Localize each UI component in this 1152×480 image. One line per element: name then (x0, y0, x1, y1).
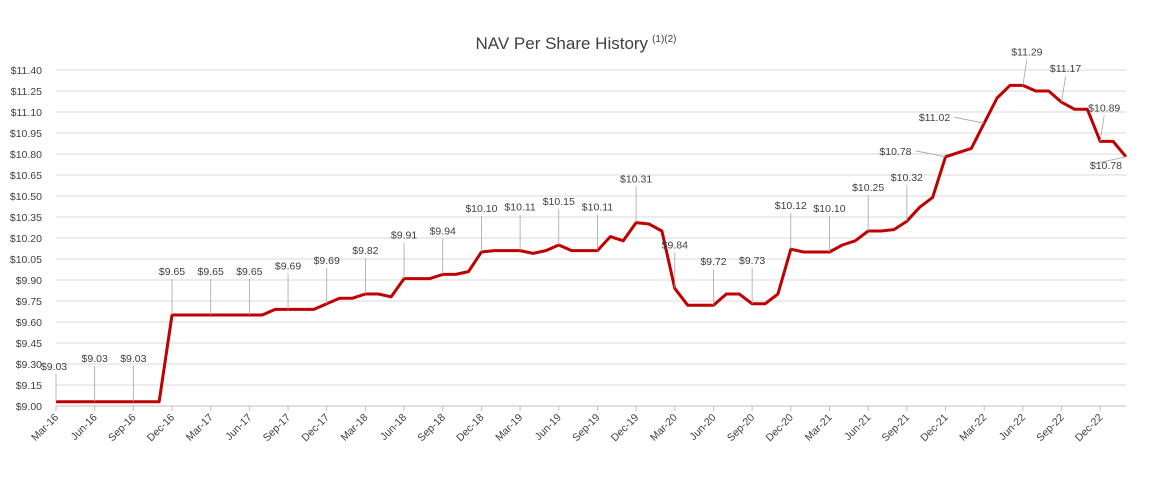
data-label: $9.72 (700, 256, 726, 268)
y-tick-label: $9.60 (16, 317, 42, 329)
x-tick-label: Sep-18 (415, 412, 448, 445)
nav-series-line (56, 83, 1128, 404)
chart-title-superscript: (1)(2) (652, 34, 676, 45)
data-label-leader (1099, 115, 1105, 142)
x-tick-label: Jun-21 (842, 412, 873, 443)
data-label: $10.12 (775, 200, 807, 212)
x-tick-label: Sep-17 (261, 412, 294, 445)
y-tick-label: $10.95 (10, 128, 42, 140)
x-tick-label: Dec-18 (454, 412, 487, 445)
data-label: $9.91 (391, 230, 417, 242)
x-tick-label: Dec-22 (1073, 412, 1106, 445)
data-label: $10.11 (504, 202, 535, 214)
y-tick-label: $9.45 (16, 338, 42, 350)
x-tick-label: Dec-16 (145, 412, 178, 445)
x-tick-label: Jun-20 (687, 412, 718, 443)
data-label-layer: $9.03 $9.03 $9.03 $9.65 $9.65 $9.65 $9.69 $9.69… (41, 46, 1127, 402)
x-tick-label: Sep-22 (1034, 412, 1067, 445)
chart-title: NAV Per Share History (1)(2) (475, 34, 676, 53)
data-label: $10.78 (1090, 160, 1122, 172)
x-tick-label: Dec-20 (764, 412, 797, 445)
data-label: $11.17 (1050, 63, 1081, 75)
data-label: $10.78 (879, 146, 911, 158)
y-tick-label: $10.35 (10, 212, 42, 224)
data-label: $9.69 (275, 260, 301, 272)
data-label: $10.11 (582, 202, 613, 214)
series-layer (56, 83, 1128, 404)
data-label: $11.02 (919, 112, 950, 124)
y-tick-label: $9.30 (16, 359, 42, 371)
x-tick-label: Jun-16 (69, 412, 100, 443)
x-tick-label: Jun-18 (378, 412, 409, 443)
data-label: $9.65 (198, 266, 224, 278)
data-label-leader (1022, 59, 1028, 86)
data-label: $10.10 (465, 203, 497, 215)
x-axis: Mar-16 Jun-16 Sep-16 Dec-16 Mar-17 Jun-17 Sep-… (29, 406, 1105, 444)
data-label: $9.82 (352, 245, 378, 257)
x-tick-label: Jun-22 (997, 412, 1028, 443)
y-tick-label: $11.25 (11, 86, 42, 98)
data-label: $9.03 (120, 353, 146, 365)
y-tick-label: $10.65 (10, 170, 42, 182)
data-label: $9.65 (236, 266, 262, 278)
data-label: $9.84 (662, 239, 688, 251)
data-label: $9.73 (739, 255, 765, 267)
data-label: $10.31 (620, 174, 652, 186)
data-label: $9.65 (159, 266, 185, 278)
y-tick-label: $9.75 (16, 296, 42, 308)
data-label-leader (1061, 76, 1066, 103)
x-tick-label: Mar-22 (957, 412, 989, 444)
data-label: $11.29 (1011, 46, 1042, 58)
data-label: $9.03 (41, 361, 67, 373)
y-tick-label: $10.50 (10, 191, 42, 203)
y-tick-label: $10.80 (10, 149, 42, 161)
data-label: $9.69 (314, 255, 340, 267)
data-label-leader (915, 150, 946, 158)
x-tick-label: Sep-21 (880, 412, 913, 445)
x-tick-label: Jun-19 (533, 412, 564, 443)
data-label: $10.89 (1088, 102, 1120, 114)
chart-title-text: NAV Per Share History (475, 34, 648, 53)
y-tick-label: $9.90 (16, 275, 42, 287)
x-tick-label: Dec-17 (299, 412, 332, 445)
x-tick-label: Mar-16 (29, 412, 61, 444)
x-tick-label: Jun-17 (223, 412, 254, 443)
y-tick-label: $10.05 (10, 254, 42, 266)
x-tick-label: Dec-19 (609, 412, 642, 445)
x-tick-label: Dec-21 (918, 412, 951, 445)
data-label: $10.15 (543, 196, 575, 208)
data-label: $10.25 (852, 182, 884, 194)
y-axis: $9.00 $9.15 $9.30 $9.45 $9.60 $9.75 $9.90 $10.0… (10, 65, 42, 413)
grid-layer (56, 69, 1126, 407)
y-tick-label: $11.10 (11, 107, 42, 119)
x-tick-label: Mar-19 (493, 412, 525, 444)
x-tick-label: Sep-19 (570, 412, 603, 445)
data-label: $9.94 (430, 225, 456, 237)
x-tick-label: Sep-20 (725, 412, 758, 445)
x-tick-label: Mar-17 (184, 412, 216, 444)
y-tick-label: $11.40 (11, 65, 42, 77)
data-label-leader (954, 116, 985, 124)
x-tick-label: Sep-16 (106, 412, 139, 445)
y-tick-label: $9.15 (16, 380, 42, 392)
data-label: $9.03 (82, 353, 108, 365)
data-label: $10.10 (813, 203, 845, 215)
data-label: $10.32 (891, 172, 923, 184)
y-tick-label: $9.00 (16, 401, 42, 413)
y-tick-label: $10.20 (10, 233, 42, 245)
x-tick-label: Mar-18 (339, 412, 371, 444)
x-tick-label: Mar-21 (803, 412, 835, 444)
x-tick-label: Mar-20 (648, 412, 680, 444)
data-label-leader (1093, 156, 1127, 165)
